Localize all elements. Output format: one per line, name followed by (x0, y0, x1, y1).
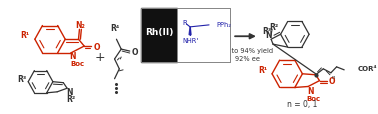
Bar (141, 9, 177, 62)
Bar (141, 9, 230, 62)
Text: n: n (331, 75, 335, 80)
Text: R³: R³ (263, 27, 272, 35)
Text: COR⁴: COR⁴ (358, 65, 377, 71)
Text: Boc: Boc (307, 96, 321, 101)
Text: N: N (307, 86, 313, 95)
Text: n = 0, 1: n = 0, 1 (287, 99, 318, 108)
Bar (177, 9, 230, 62)
Text: O: O (93, 42, 100, 51)
Text: Boc: Boc (70, 60, 85, 66)
Text: Rh(II): Rh(II) (145, 28, 173, 37)
Text: +: + (95, 50, 105, 63)
Text: R²: R² (270, 23, 279, 32)
Text: N₂: N₂ (76, 21, 85, 30)
Text: O: O (328, 76, 335, 85)
Polygon shape (189, 28, 191, 35)
Text: R⁴: R⁴ (110, 24, 119, 33)
Text: R¹: R¹ (258, 66, 267, 75)
Text: up to 94% yield: up to 94% yield (222, 48, 273, 54)
Text: R²: R² (66, 94, 76, 103)
Text: 92% ee: 92% ee (235, 56, 260, 61)
Text: N: N (265, 31, 271, 39)
Text: R: R (183, 20, 187, 26)
Text: N: N (66, 87, 72, 96)
Text: O: O (131, 47, 138, 56)
Text: R³: R³ (17, 75, 26, 83)
Text: NHR': NHR' (182, 37, 198, 43)
Text: R¹: R¹ (21, 31, 30, 39)
Text: N: N (70, 52, 76, 61)
Text: PPh₂: PPh₂ (217, 22, 232, 28)
